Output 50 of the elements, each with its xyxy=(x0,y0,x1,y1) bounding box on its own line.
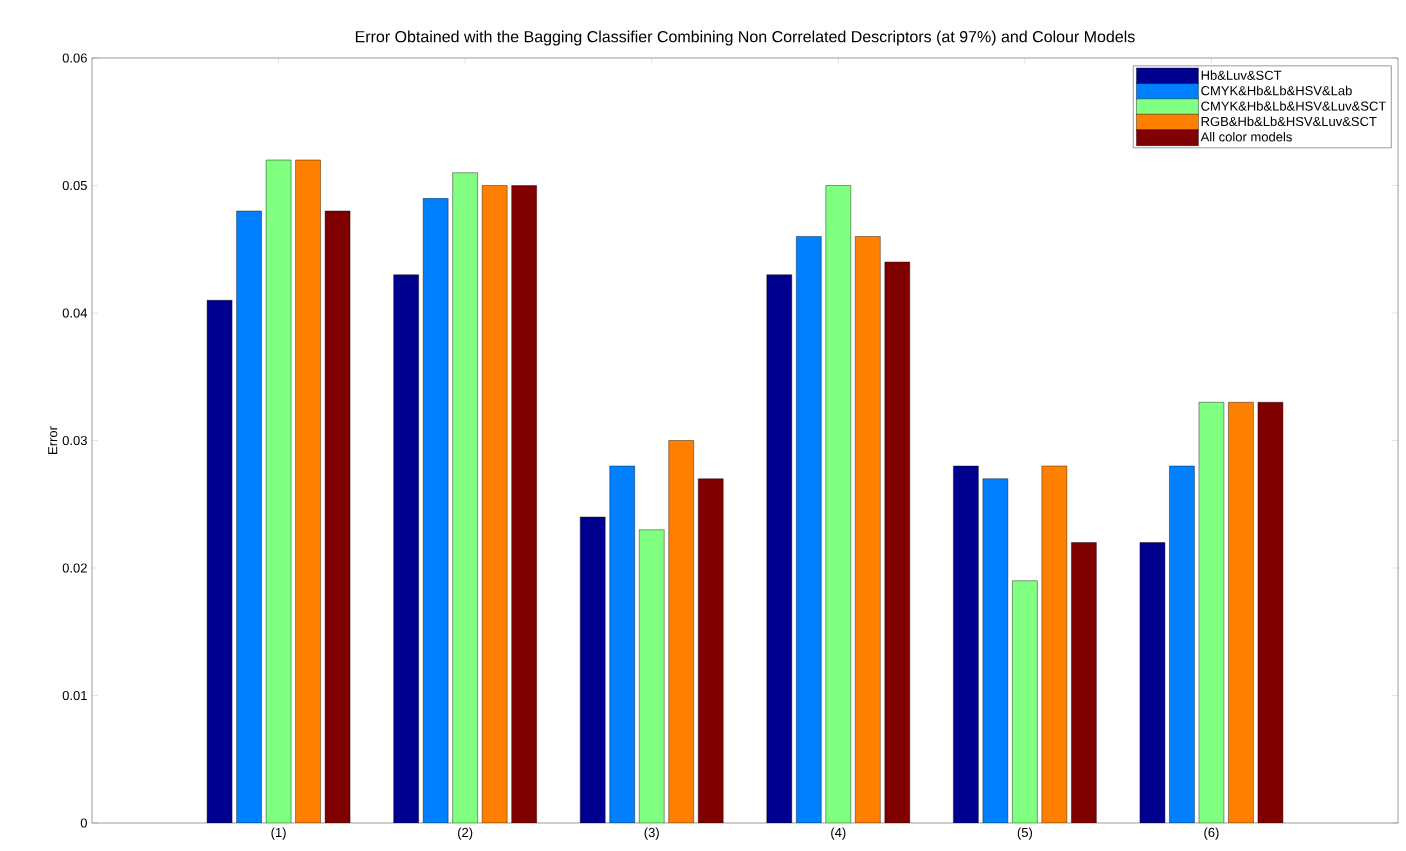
legend-label: Hb&Luv&SCT xyxy=(1201,70,1282,80)
x-tick-label: (1) xyxy=(271,827,286,840)
bar xyxy=(511,185,537,823)
x-tick-label: (3) xyxy=(644,827,659,840)
y-tick-label: 0.05 xyxy=(62,180,87,191)
y-tick-label: 0.01 xyxy=(62,690,87,701)
bar xyxy=(766,274,792,823)
bar xyxy=(1071,542,1097,823)
bar xyxy=(609,465,635,823)
y-tick-label: 0 xyxy=(80,818,87,828)
bar xyxy=(207,300,233,823)
bar xyxy=(295,160,321,823)
bar xyxy=(325,211,351,823)
bar xyxy=(452,172,478,823)
bar xyxy=(1012,580,1038,823)
bar xyxy=(668,440,694,823)
y-axis-title: Error xyxy=(48,426,58,454)
bar xyxy=(639,529,665,823)
bar xyxy=(796,236,822,823)
bar xyxy=(393,274,419,823)
bar xyxy=(855,236,881,823)
x-tick-label: (4) xyxy=(831,827,846,840)
bar xyxy=(698,478,724,823)
bar xyxy=(481,185,508,823)
bar xyxy=(953,465,979,823)
y-tick-label: 0.03 xyxy=(62,435,87,446)
bar xyxy=(1198,402,1225,823)
bar xyxy=(1041,465,1068,823)
bar xyxy=(422,198,449,823)
x-tick-label: (5) xyxy=(1017,827,1032,840)
x-tick-label: (2) xyxy=(458,827,473,840)
legend-label: RGB&Hb&Lb&HSV&Luv&SCT xyxy=(1201,116,1377,127)
bar xyxy=(825,185,851,823)
bar xyxy=(1257,402,1284,823)
legend-label: CMYK&Hb&Lb&HSV&Lab xyxy=(1201,85,1352,96)
x-tick-label: (6) xyxy=(1204,827,1219,840)
bar xyxy=(580,516,606,823)
y-tick-label: 0.06 xyxy=(62,53,87,63)
bar xyxy=(1228,402,1254,823)
bar xyxy=(1169,465,1195,823)
legend-label: CMYK&Hb&Lb&HSV&Luv&SCT xyxy=(1201,101,1386,111)
bar xyxy=(1139,542,1166,823)
y-tick-label: 0.02 xyxy=(62,563,87,573)
chart-title: Error Obtained with the Bagging Classifier Combining Non Correlated Descriptors (at 97%) and Colour Models xyxy=(355,30,1135,46)
bar xyxy=(982,478,1009,823)
bar xyxy=(266,160,292,823)
y-tick-label: 0.04 xyxy=(62,308,88,318)
bar xyxy=(236,211,262,823)
legend-label: All color models xyxy=(1200,131,1292,142)
bar xyxy=(884,261,910,823)
